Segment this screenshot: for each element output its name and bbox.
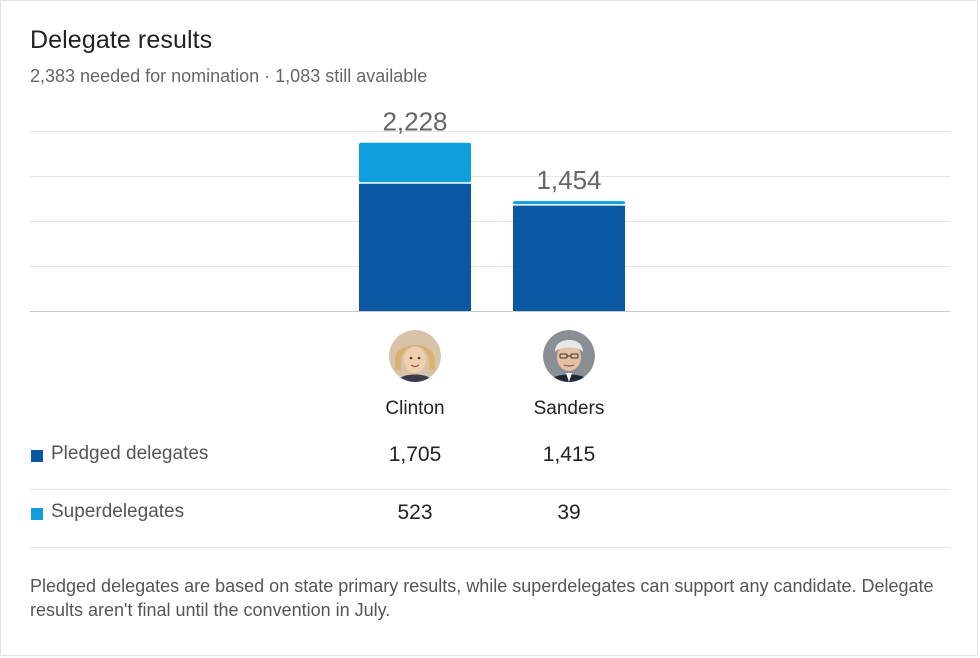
chart-total-labels: 2,228 1,454 [382,107,601,195]
clinton-avatar [389,330,441,382]
superdelegates-row: Superdelegates 523 39 [30,489,950,548]
super-value-clinton: 523 [397,501,433,524]
chart-bars [359,142,625,311]
total-label-clinton: 2,228 [382,107,447,137]
total-label-sanders: 1,454 [536,165,601,195]
bar-super-clinton [359,142,471,183]
bar-super-sanders [513,201,625,205]
chart-title: Delegate results [30,26,213,54]
pledged-legend-label: Pledged delegates [51,443,209,464]
bar-pledged-clinton [359,182,471,311]
super-value-sanders: 39 [557,501,581,524]
pledged-value-clinton: 1,705 [388,443,442,466]
candidate-name-sanders: Sanders [533,398,605,419]
super-legend-label: Superdelegates [51,501,185,522]
pledged-legend-swatch [31,450,43,462]
chart-subtitle: 2,383 needed for nomination · 1,083 stil… [30,66,428,86]
super-legend-swatch [31,508,43,520]
bar-pledged-sanders [513,204,625,311]
footnote: Pledged delegates are based on state pri… [30,576,934,620]
delegate-bar-chart: 2,228 1,454 [30,107,950,312]
pledged-delegates-row: Pledged delegates 1,705 1,415 [30,431,950,490]
candidate-name-clinton: Clinton [385,398,445,419]
pledged-value-sanders: 1,415 [542,443,596,466]
chart-gridlines [30,131,950,267]
sanders-avatar [543,330,595,382]
